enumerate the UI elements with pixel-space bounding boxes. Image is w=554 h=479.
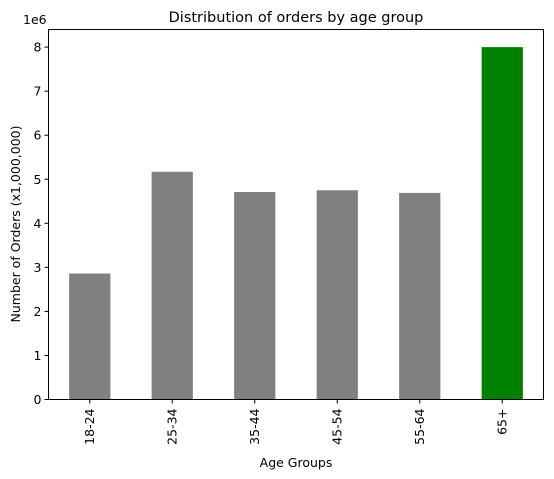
bar-18-24 bbox=[69, 273, 111, 400]
y-tick-label: 6 bbox=[34, 128, 42, 143]
y-tick-label: 1 bbox=[34, 348, 42, 363]
y-axis-offset-text: 1e6 bbox=[23, 12, 47, 27]
x-axis-label: Age Groups bbox=[260, 455, 333, 470]
bar-55-64 bbox=[399, 192, 441, 400]
y-tick-label: 3 bbox=[34, 260, 42, 275]
x-tick-label: 45-54 bbox=[329, 408, 344, 444]
plot-frame bbox=[48, 29, 544, 400]
y-axis-label: Number of Orders (x1,000,000) bbox=[8, 126, 23, 323]
x-ticks-group: 18-24 25-34 35-44 45-54 55-64 65+ bbox=[82, 399, 509, 445]
bar-65+ bbox=[481, 47, 523, 400]
x-tick-label: 25-34 bbox=[164, 408, 179, 444]
x-tick-label: 65+ bbox=[494, 409, 509, 435]
y-tick-label: 8 bbox=[34, 40, 42, 55]
y-ticks-group: 0 1 2 3 4 5 6 7 8 bbox=[34, 40, 49, 407]
x-tick-label: 18-24 bbox=[82, 408, 97, 444]
chart-title: Distribution of orders by age group bbox=[169, 10, 424, 26]
x-tick-label: 55-64 bbox=[412, 408, 427, 444]
bar-35-44 bbox=[234, 192, 276, 400]
y-tick-label: 2 bbox=[34, 304, 42, 319]
x-tick-label: 35-44 bbox=[247, 408, 262, 444]
y-tick-label: 0 bbox=[34, 392, 42, 407]
y-tick-label: 7 bbox=[34, 84, 42, 99]
y-tick-label: 5 bbox=[34, 172, 42, 187]
y-tick-label: 4 bbox=[34, 216, 42, 231]
bar-45-54 bbox=[316, 190, 358, 400]
bar-25-34 bbox=[151, 171, 193, 400]
bars-group bbox=[69, 47, 523, 400]
